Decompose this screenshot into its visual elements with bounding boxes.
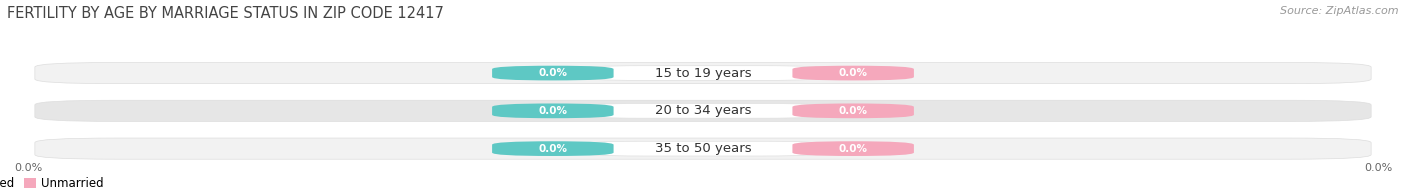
Text: 0.0%: 0.0% xyxy=(838,106,868,116)
FancyBboxPatch shape xyxy=(35,100,1371,122)
Text: 20 to 34 years: 20 to 34 years xyxy=(655,104,751,117)
Legend: Married, Unmarried: Married, Unmarried xyxy=(0,172,108,195)
FancyBboxPatch shape xyxy=(793,66,914,80)
FancyBboxPatch shape xyxy=(793,141,914,156)
Text: 0.0%: 0.0% xyxy=(838,68,868,78)
FancyBboxPatch shape xyxy=(793,103,914,118)
Text: 0.0%: 0.0% xyxy=(538,144,568,154)
FancyBboxPatch shape xyxy=(492,141,613,156)
FancyBboxPatch shape xyxy=(582,103,824,118)
FancyBboxPatch shape xyxy=(582,66,824,80)
FancyBboxPatch shape xyxy=(35,63,1371,84)
FancyBboxPatch shape xyxy=(492,103,613,118)
FancyBboxPatch shape xyxy=(582,141,824,156)
Text: 15 to 19 years: 15 to 19 years xyxy=(655,67,751,80)
FancyBboxPatch shape xyxy=(35,138,1371,159)
Text: 0.0%: 0.0% xyxy=(838,144,868,154)
Text: FERTILITY BY AGE BY MARRIAGE STATUS IN ZIP CODE 12417: FERTILITY BY AGE BY MARRIAGE STATUS IN Z… xyxy=(7,6,444,21)
Text: 0.0%: 0.0% xyxy=(538,106,568,116)
Text: 35 to 50 years: 35 to 50 years xyxy=(655,142,751,155)
FancyBboxPatch shape xyxy=(492,66,613,80)
Text: 0.0%: 0.0% xyxy=(538,68,568,78)
Text: Source: ZipAtlas.com: Source: ZipAtlas.com xyxy=(1281,6,1399,16)
